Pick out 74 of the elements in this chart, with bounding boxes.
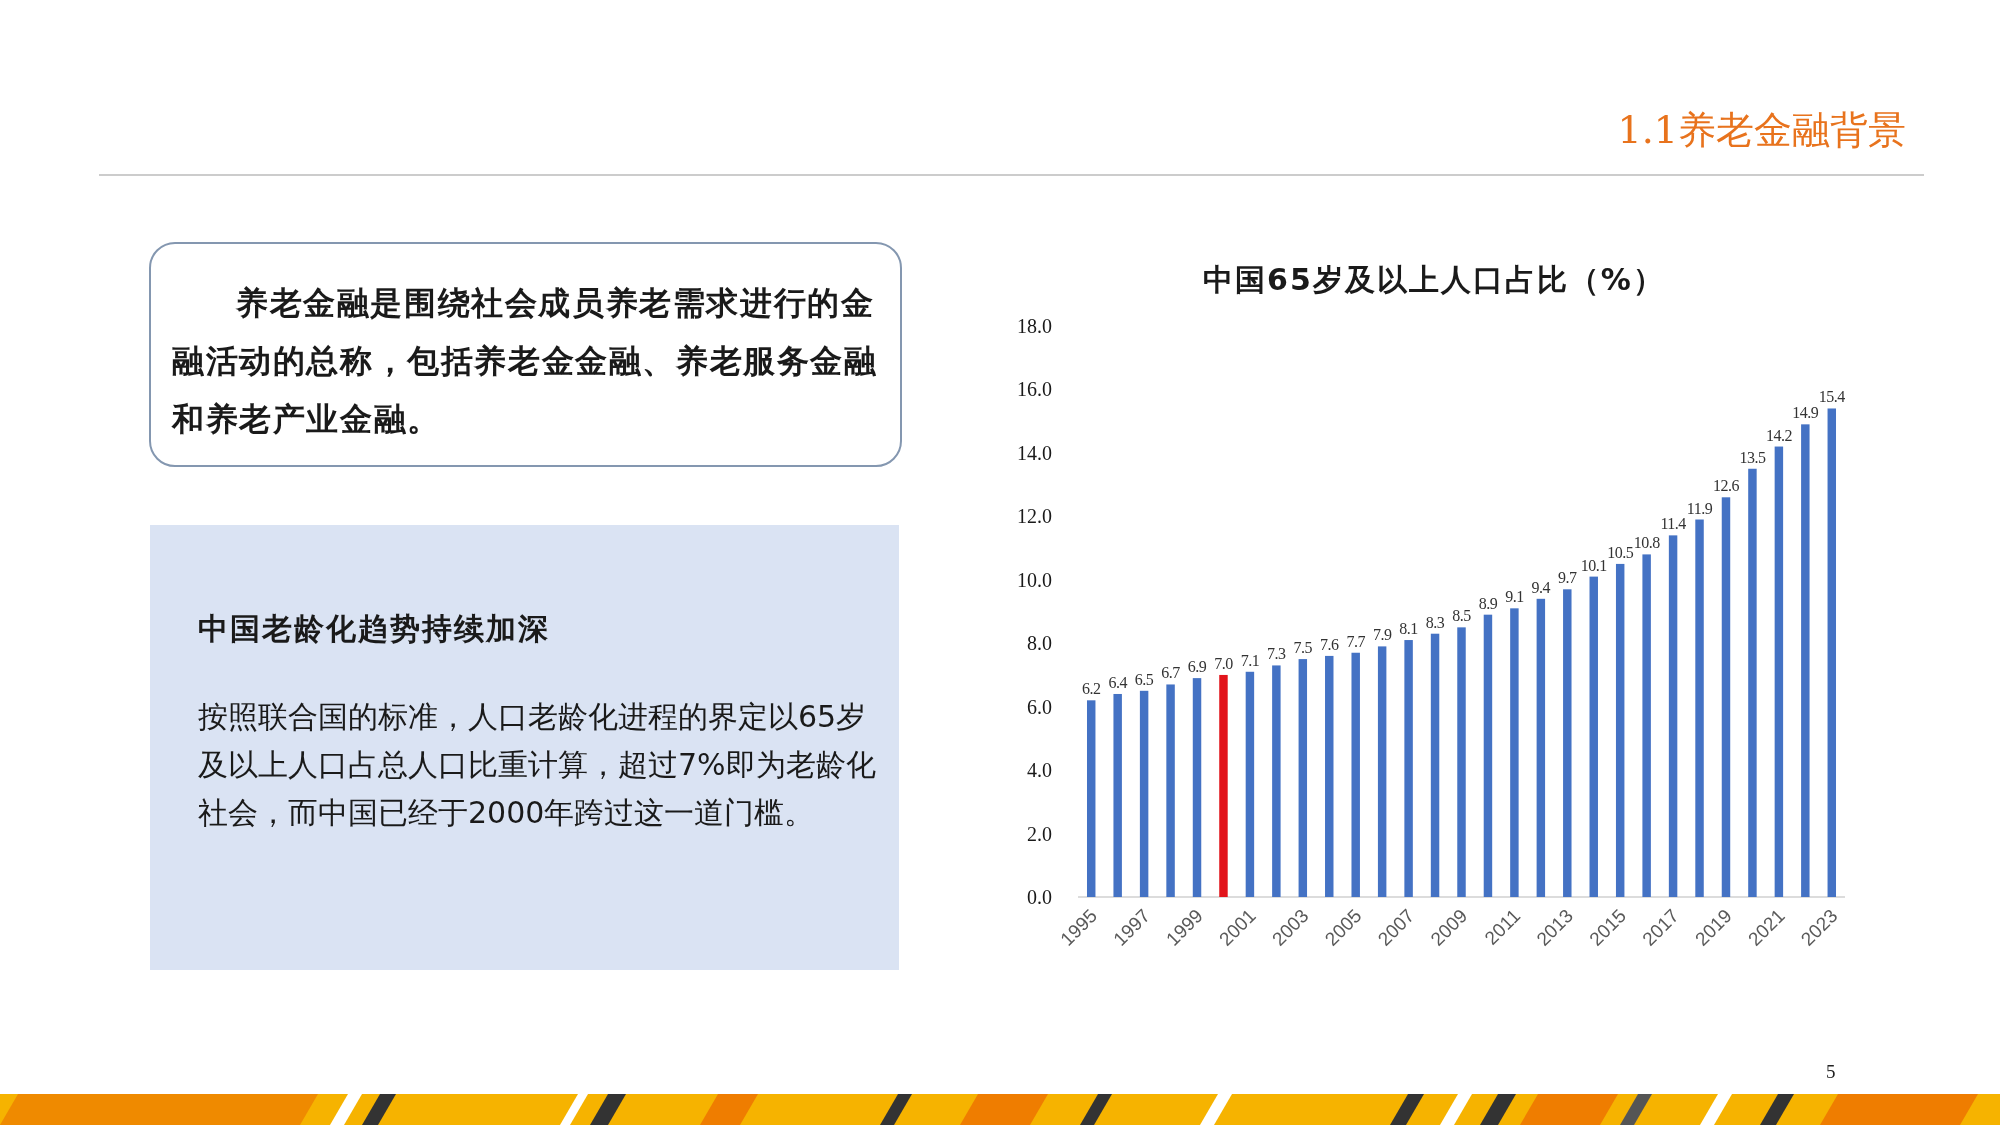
y-tick-label: 10.0 (1017, 568, 1052, 591)
bar (1642, 554, 1651, 897)
data-label: 7.7 (1346, 632, 1366, 650)
y-tick-label: 6.0 (1027, 695, 1052, 718)
bar (1404, 640, 1413, 897)
data-label: 8.3 (1425, 613, 1445, 631)
bar (1245, 671, 1255, 897)
data-label: 8.9 (1478, 594, 1498, 612)
bar (1510, 608, 1519, 897)
data-label: 10.5 (1607, 543, 1634, 561)
data-label: 10.1 (1580, 556, 1608, 574)
y-tick-label: 0.0 (1027, 886, 1052, 908)
data-label: 11.9 (1686, 499, 1713, 517)
data-label: 10.8 (1633, 534, 1661, 552)
data-label: 7.9 (1372, 626, 1392, 644)
text: 5 (1826, 1060, 1836, 1084)
data-label: 6.9 (1187, 658, 1207, 676)
bar (1536, 598, 1546, 897)
bar (1615, 563, 1625, 897)
bar (1748, 468, 1757, 897)
bar (1774, 446, 1784, 897)
data-label: 14.9 (1792, 404, 1819, 422)
bar (1219, 674, 1228, 897)
data-label: 7.3 (1267, 645, 1287, 663)
y-tick-label: 8.0 (1027, 632, 1052, 655)
data-label: 15.4 (1818, 388, 1846, 406)
data-label: 11.4 (1660, 515, 1687, 533)
bar (1563, 589, 1572, 897)
bar (1430, 633, 1440, 897)
bar (1325, 655, 1334, 897)
bar (1351, 652, 1360, 897)
bar (1589, 576, 1598, 897)
y-tick-label: 16.0 (1017, 378, 1052, 401)
bar (1166, 684, 1175, 897)
data-label: 8.5 (1452, 607, 1472, 625)
y-tick-label: 4.0 (1027, 759, 1052, 782)
text: 1.1养老金融背景 (1616, 107, 1906, 154)
data-label: 7.0 (1214, 654, 1234, 672)
data-label: 6.4 (1108, 673, 1128, 691)
chart-title: 中国65岁及以上人口占比（%） (1203, 262, 1665, 297)
bar (1192, 678, 1202, 897)
bar (1827, 408, 1836, 897)
data-label: 7.5 (1293, 639, 1313, 657)
bar (1298, 659, 1308, 897)
y-tick-label: 14.0 (1017, 441, 1052, 464)
y-tick-label: 2.0 (1027, 822, 1052, 845)
bar (1668, 535, 1678, 897)
bar (1801, 424, 1810, 897)
data-label: 6.5 (1134, 670, 1154, 688)
data-label: 9.7 (1558, 569, 1578, 587)
data-label: 13.5 (1739, 448, 1766, 466)
bar (1483, 614, 1493, 897)
data-label: 8.1 (1399, 620, 1419, 638)
data-label: 9.4 (1531, 578, 1551, 596)
bar (1113, 693, 1122, 897)
bar (1272, 665, 1281, 897)
text: 养老金融是围绕社会成员养老需求进行的金融活动的总称，包括养老金金融、养老服务金融和养老产业金融。 (172, 283, 879, 440)
bar (1695, 519, 1704, 897)
data-label: 6.7 (1161, 664, 1181, 682)
bar (1457, 627, 1466, 897)
bar (1086, 700, 1096, 897)
bar (1139, 690, 1149, 897)
bar (1377, 646, 1387, 897)
data-label: 9.1 (1505, 588, 1525, 606)
text: 中国老龄化趋势持续加深 (198, 610, 551, 648)
data-label: 12.6 (1712, 477, 1740, 495)
y-tick-label: 18.0 (1017, 315, 1052, 337)
data-label: 7.6 (1320, 635, 1340, 653)
data-label: 7.1 (1240, 651, 1260, 669)
y-tick-label: 12.0 (1017, 505, 1052, 528)
data-label: 14.2 (1765, 426, 1793, 444)
bar (1721, 497, 1731, 897)
text: 按照联合国的标准，人口老龄化进程的界定以65岁及以上人口占总人口比重计算，超过7%即为老龄化社会，而中国已经于2000年跨过这一道门槛。 (198, 698, 877, 832)
data-label: 6.2 (1081, 680, 1101, 698)
